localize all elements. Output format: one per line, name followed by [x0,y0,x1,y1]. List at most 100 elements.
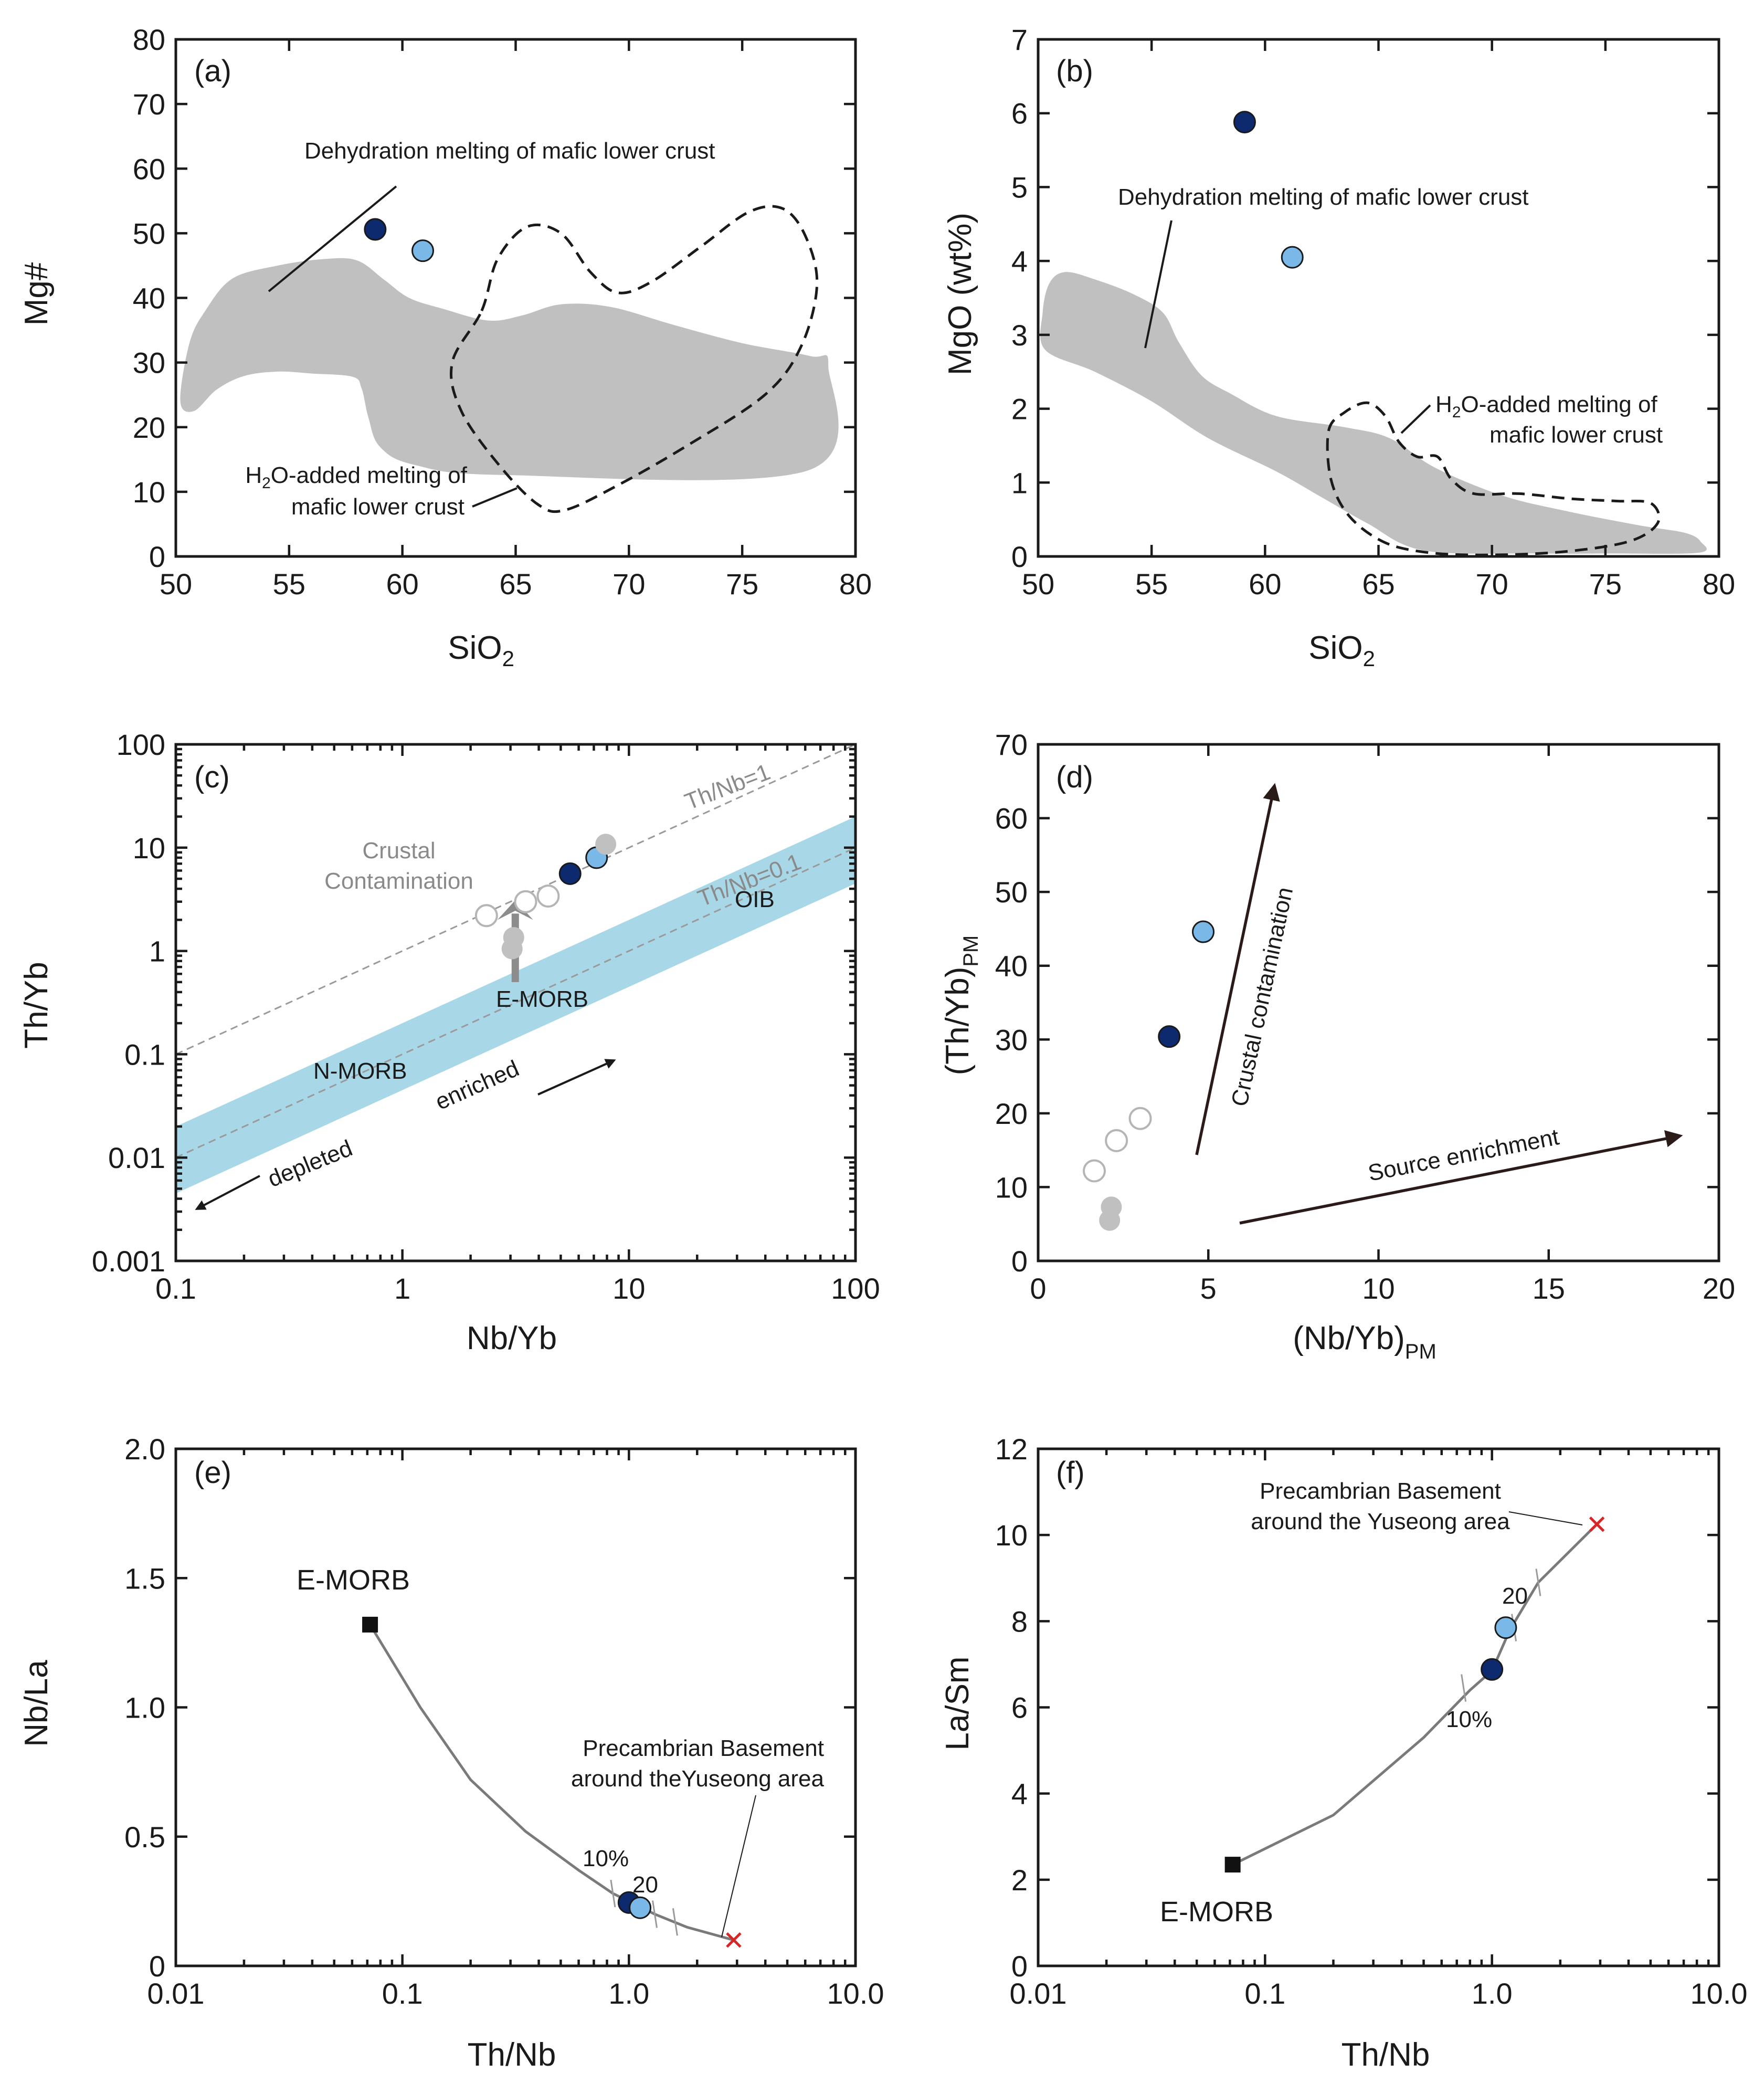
panel-c-reference-line [176,744,855,1055]
panel-e-plot: 0.01 0.1 1.0 10.0 0 0.5 1.0 1.5 2.0 [124,1433,884,2010]
panel-c-plot: Th/Nb=1Th/Nb=0.10.1 1 10 1000.0010.010.1110… [92,728,880,1305]
panel-f-ylabel: La/Sm [939,1656,976,1750]
panel-a-ytick-label: 70 [133,88,165,121]
panel-d-plot: 0 5 10 15 20 0 10 20 30 40 50 60 70 [995,728,1735,1305]
panel-c-data-point [595,834,617,855]
panel-a-ytick-label: 80 [133,23,165,56]
panel-a-dehydration-annotation: Dehydration melting of mafic lower crust [304,138,715,164]
panel-e-xtick-label: 1.0 [608,1977,649,2010]
panel-e-label: (e) [194,1456,231,1490]
panel-c-label: (c) [194,760,230,794]
panel-b-ytick-label: 7 [1011,23,1028,56]
panel-f-xtick-label: 1.0 [1472,1977,1513,2010]
panel-a-xtick-label: 60 [386,567,419,601]
panel-d-ytick-label: 30 [995,1023,1028,1056]
panel-f-20-label: 20 [1502,1583,1528,1609]
panel-f-ytick-label: 12 [995,1433,1028,1466]
panel-b-xtick-label: 55 [1135,567,1168,601]
panel-f-data-point [1494,1616,1517,1639]
panel-f-xtick-label: 10.0 [1691,1977,1748,2010]
panel-c-xlabel: Nb/Yb [467,1320,557,1356]
panel-d-xtick-label: 10 [1362,1272,1395,1305]
panel-b-ytick-label: 5 [1011,171,1028,204]
panel-a-data-point [364,218,387,241]
panel-d-xlabel: (Nb/Yb)PM [1293,1320,1436,1363]
panel-b-dehydration-leader [1144,220,1173,349]
panel-d-ytick-label: 60 [995,802,1028,835]
panel-c-crustal-annotation-line2: Contamination [324,868,473,894]
panel-b-data-point [1233,111,1256,134]
panel-a-plot: 50 55 60 65 70 75 80 0 10 20 30 40 50 60 70 80 [133,23,872,601]
panel-c-clipped [176,744,855,1194]
panel-a-label: (a) [194,54,231,88]
panel-b-xtick-label: 80 [1703,567,1735,601]
panel-a-xlabel: SiO2 [448,630,514,671]
panel-f-basement-label-line2: around the Yuseong area [1251,1509,1510,1534]
panel-d-ylabel-main: (Th/Yb) [939,967,976,1076]
panel-d-xtick-label: 0 [1030,1272,1046,1305]
panel-a-h2o-annotation-line2: mafic lower crust [291,494,464,520]
panel-f-ytick-label: 2 [1011,1864,1028,1897]
panel-d-enrichment-label: Source enrichment [1366,1124,1561,1186]
panel-c-thnb1-label: Th/Nb=1 [681,759,774,815]
panel-b-ytick-label: 4 [1011,245,1028,278]
panel-d-ytick-label: 20 [995,1097,1028,1130]
panel-e-xlabel: Th/Nb [468,2037,556,2073]
panel-c-data-point [558,862,582,885]
panel-b-h2o-added-field [1326,401,1661,556]
panel-d-ylabel: (Th/Yb)PM [939,935,983,1076]
panel-a-ylabel: Mg# [18,262,55,325]
panel-e-xtick-label: 10.0 [827,1977,884,2010]
panel-c-data-point [474,904,498,928]
panel-a: 50 55 60 65 70 75 80 0 10 20 30 40 50 60 70 80 (a) SiO2… [18,23,872,671]
panel-f-basement-marker [1589,1516,1605,1532]
panel-b-ytick-label: 3 [1011,319,1028,352]
panel-e-ylabel: Nb/La [18,1660,55,1747]
panel-d-label: (d) [1056,760,1093,794]
panel-c-emorb-label: E-MORB [496,986,588,1012]
panel-e-basement-label-line2: around theYuseong area [571,1766,824,1792]
panel-d-data-point [1099,1209,1121,1231]
panel-e-emorb-label: E-MORB [297,1564,410,1596]
panel-b-h2o-annotation-line1: H2O-added melting of [1435,392,1657,421]
panel-c-reference-line [176,847,855,1159]
panel-d-ytick-label: 0 [1011,1245,1028,1278]
panel-a-ytick-label: 30 [133,346,165,380]
panel-a-ytick-label: 0 [149,540,165,573]
panel-d-enrichment-arrow [1239,1130,1683,1225]
panel-c-ylabel: Th/Yb [18,962,55,1048]
panel-f-basement-leader [1508,1511,1583,1525]
panel-b-h2o-leader [1400,404,1431,434]
panel-f-emorb-label: E-MORB [1160,1896,1273,1928]
panel-a-xtick-label: 65 [499,567,532,601]
panel-c-crustal-annotation-line1: Crustal [362,838,435,864]
panel-c-data-point [536,885,560,908]
panel-d-xtick-label: 15 [1533,1272,1565,1305]
panel-e-basement-label-line1: Precambrian Basement [583,1735,824,1761]
panel-c-xtick-label: 0.1 [155,1272,196,1305]
panel-b-data-point [1281,246,1304,269]
panel-e-axis-frame [174,1447,857,1967]
panel-d-data-point [1128,1107,1152,1130]
panel-a-xtick-label: 55 [273,567,305,601]
panel-b-ytick-label: 2 [1011,393,1028,426]
panel-f-plot: 0.01 0.1 1.0 10.0 0 2 4 6 8 10 12 [995,1433,1748,2010]
panel-c-nmorb-label: N-MORB [313,1058,407,1084]
panel-f-data-point [1481,1658,1504,1681]
panel-c-xtick-label: 100 [831,1272,880,1305]
panel-d-data-point [1158,1025,1181,1048]
panel-d-xtick-label: 20 [1703,1272,1735,1305]
panel-c-data-point [514,890,537,913]
panel-f-xtick-label: 0.01 [1010,1977,1067,2010]
panel-f-ytick-label: 8 [1011,1605,1028,1638]
panel-f-basement-label-line1: Precambrian Basement [1260,1478,1501,1504]
panel-f-ytick-label: 4 [1011,1777,1028,1811]
panel-e-mixing-curve [368,1624,734,1942]
panel-b-ytick-label: 6 [1011,97,1028,130]
panel-c-ytick-label: 100 [117,728,165,761]
panel-f-ytick-label: 6 [1011,1691,1028,1724]
panel-c-ytick-label: 0.01 [108,1141,165,1174]
panel-f-mixing-curve [1232,1523,1598,1866]
